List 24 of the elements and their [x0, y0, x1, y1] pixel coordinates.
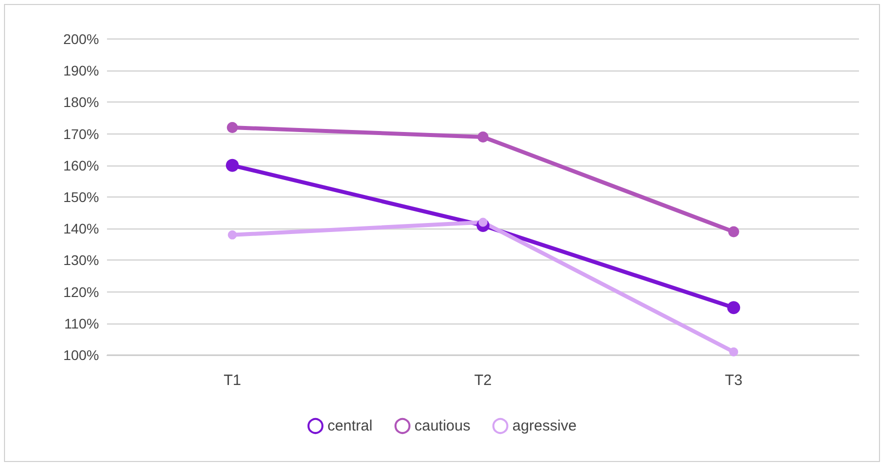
y-tick-label: 140%: [63, 220, 99, 237]
point: [728, 226, 740, 238]
y-tick-label: 180%: [63, 94, 99, 110]
y-tick-label: 160%: [63, 157, 99, 174]
x-tick-label: T3: [724, 372, 742, 389]
point: [226, 158, 239, 172]
y-tick-label: 150%: [63, 189, 99, 205]
y-tick-label: 200%: [63, 31, 99, 47]
point: [729, 347, 738, 356]
point: [478, 131, 488, 142]
y-tick-label: 170%: [63, 126, 99, 142]
legend-label: central: [327, 418, 372, 434]
x-tick-label: T1: [224, 372, 242, 389]
legend-label: agressive: [512, 418, 577, 434]
y-tick-label: 120%: [63, 284, 99, 300]
x-tick-label: T2: [474, 372, 492, 389]
point: [727, 301, 740, 314]
legend-label: cautious: [414, 418, 470, 434]
point: [226, 122, 238, 133]
y-tick-label: 110%: [64, 315, 99, 332]
y-tick-label: 130%: [63, 252, 99, 268]
point: [228, 230, 237, 240]
y-tick-label: 100%: [63, 347, 99, 363]
y-tick-label: 190%: [63, 62, 99, 79]
